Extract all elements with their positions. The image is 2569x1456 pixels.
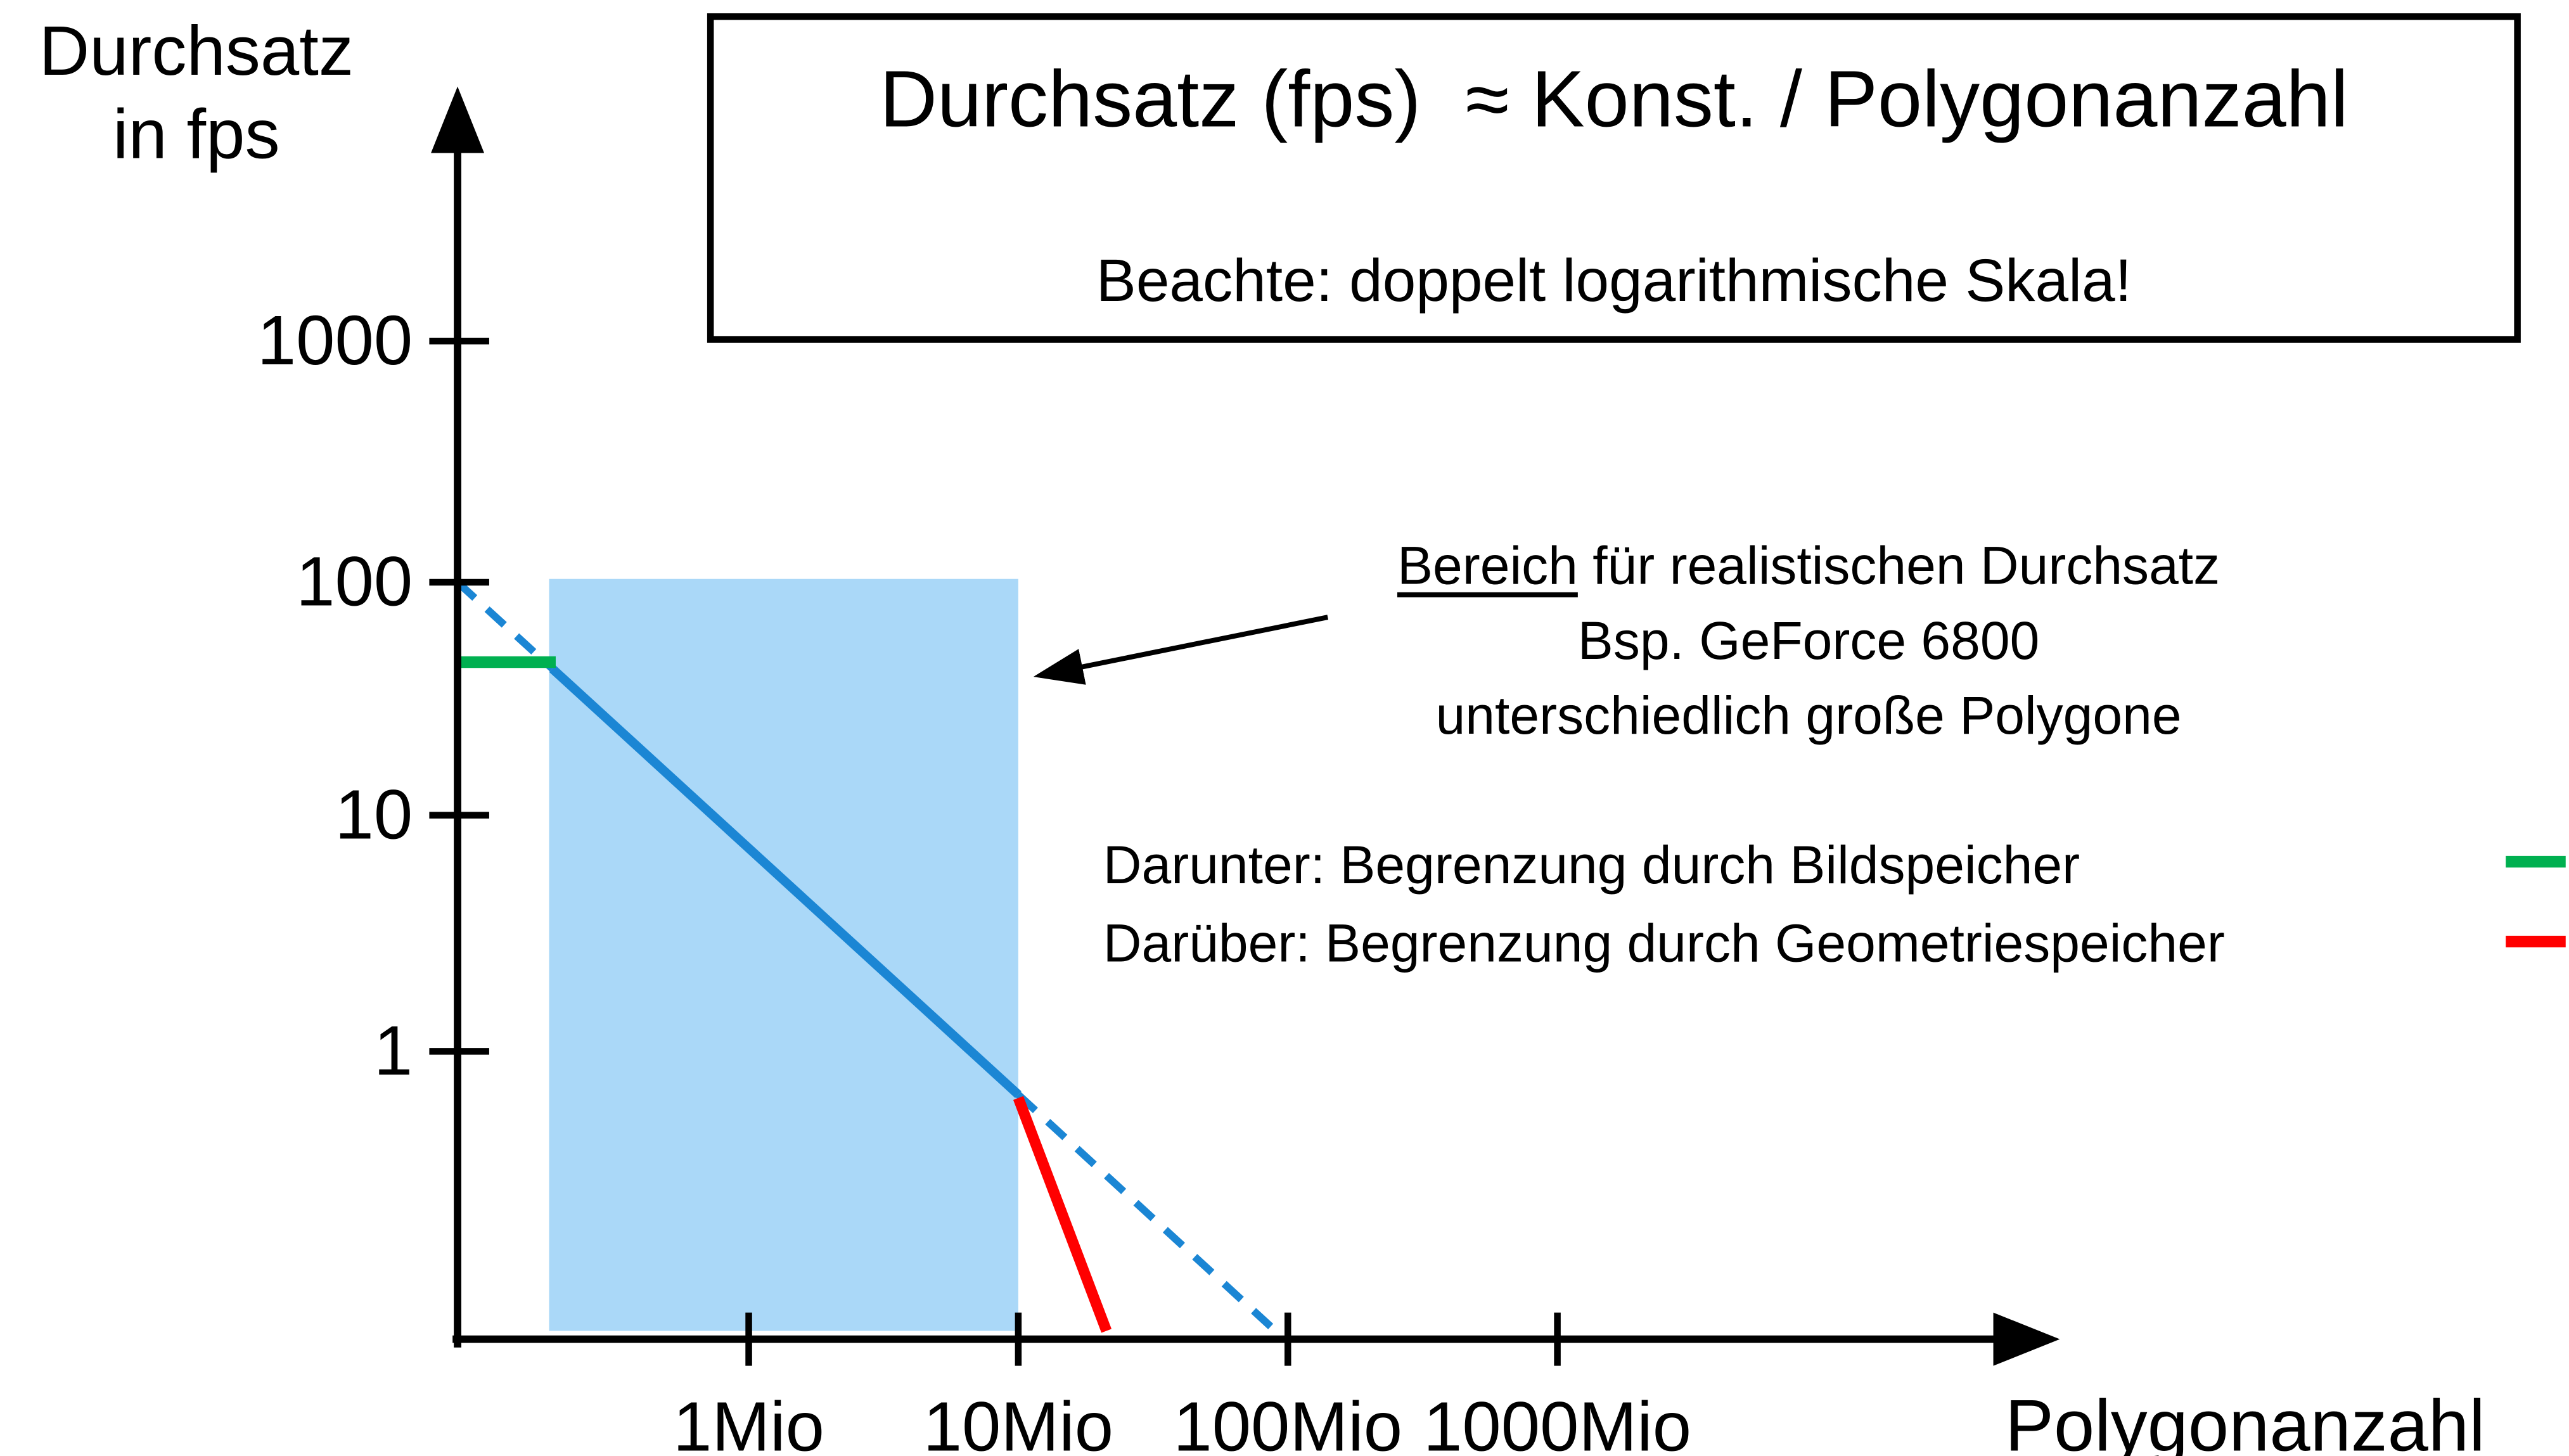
x-tick-label: 1000Mio xyxy=(1423,1387,1692,1456)
y-tick-label: 100 xyxy=(296,542,413,621)
chart-title: Durchsatz (fps) ≈ Konst. / Polygonanzahl xyxy=(879,56,2348,145)
ideal-curve-dashed-right xyxy=(1015,1092,1287,1342)
y-axis-title: Durchsatz in fps xyxy=(13,10,380,177)
legend-label-bildspeicher: Darunter: Begrenzung durch Bildspeicher xyxy=(1103,835,2080,895)
y-axis-ticks xyxy=(429,338,489,1055)
y-tick-label: 1000 xyxy=(257,301,413,380)
realistic-throughput-region xyxy=(549,578,1018,1331)
region-annotation-line3: unterschiedlich große Polygone xyxy=(1435,685,2182,746)
x-tick-label: 10Mio xyxy=(923,1387,1114,1456)
x-tick-label: 1Mio xyxy=(672,1387,825,1456)
chart-subtitle: Beachte: doppelt logarithmische Skala! xyxy=(1096,246,2132,315)
annotation-arrow xyxy=(1033,615,1329,685)
title-box: Durchsatz (fps) ≈ Konst. / Polygonanzahl… xyxy=(707,13,2521,343)
x-axis-ticks xyxy=(745,1312,1561,1366)
realistic-throughput-line xyxy=(549,665,1022,1099)
geometry-limit-line xyxy=(1013,1095,1112,1333)
y-axis-title-line2: in fps xyxy=(113,94,280,174)
x-axis-title: Polygonanzahl xyxy=(2004,1386,2485,1456)
legend-label-geometriespeicher: Darüber: Begrenzung durch Geometriespeic… xyxy=(1103,913,2225,974)
region-annotation: Bereich für realistischen Durchsatz Bsp.… xyxy=(1284,529,2333,753)
y-tick-label: 10 xyxy=(335,775,413,853)
y-axis-title-line1: Durchsatz xyxy=(39,11,354,90)
region-annotation-line2: Bsp. GeForce 6800 xyxy=(1577,610,2040,671)
region-annotation-line1: Bereich für realistischen Durchsatz xyxy=(1284,529,2333,604)
region-annotation-rest: für realistischen Durchsatz xyxy=(1577,535,2220,596)
y-tick-label: 1 xyxy=(373,1011,413,1090)
region-annotation-underlined: Bereich xyxy=(1397,535,1578,596)
ideal-curve-dashed-left xyxy=(455,579,555,672)
x-tick-label: 100Mio xyxy=(1173,1387,1403,1456)
